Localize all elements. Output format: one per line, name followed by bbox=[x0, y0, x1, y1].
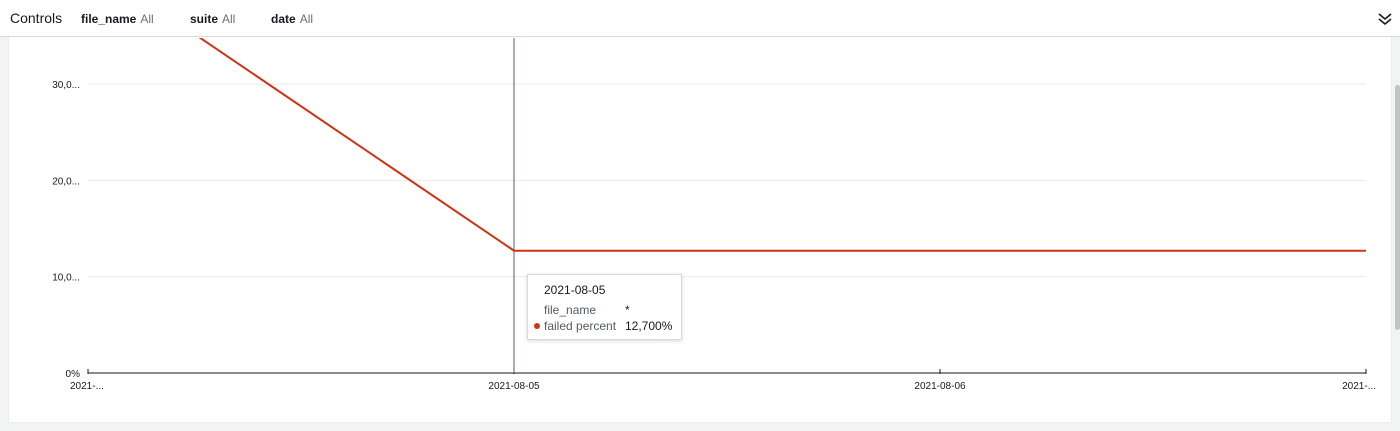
x-tick-label: 2021-08-06 bbox=[914, 381, 966, 392]
filter-file-name[interactable]: file_name All bbox=[81, 12, 154, 26]
y-tick-label: 20,0... bbox=[52, 176, 80, 187]
filter-value: All bbox=[222, 12, 236, 26]
filter-label: file_name bbox=[81, 12, 137, 26]
chart-panel bbox=[8, 37, 1392, 423]
tooltip: 2021-08-05 file_name * failed percent 12… bbox=[527, 274, 682, 340]
scrollbar[interactable] bbox=[1395, 85, 1400, 330]
y-tick-label: 10,0... bbox=[52, 273, 80, 284]
tooltip-series-value: 12,700% bbox=[625, 319, 673, 333]
tooltip-row-label: file_name bbox=[544, 303, 597, 317]
x-tick-label: 2021-... bbox=[1342, 381, 1376, 392]
filter-suite[interactable]: suite All bbox=[190, 12, 235, 26]
series-color-dot bbox=[534, 323, 540, 329]
controls-title: Controls bbox=[10, 10, 63, 26]
tooltip-series-label: failed percent bbox=[544, 319, 617, 333]
series-line bbox=[198, 38, 1366, 252]
filter-value: All bbox=[299, 12, 314, 26]
y-tick-label: 30,0... bbox=[52, 80, 80, 91]
expand-controls-button[interactable] bbox=[1376, 10, 1394, 28]
grid-layer bbox=[88, 83, 1366, 278]
double-chevron-down-icon bbox=[1378, 13, 1392, 26]
tooltip-title: 2021-08-05 bbox=[544, 283, 606, 297]
tooltip-row-value: * bbox=[625, 303, 630, 317]
y-tick-label: 0% bbox=[66, 369, 81, 380]
controls-bar: Controls file_name All suite All date All bbox=[0, 0, 1400, 37]
x-tick-label: 2021-... bbox=[70, 381, 104, 392]
filter-label: suite bbox=[190, 12, 219, 26]
filter-label: date bbox=[271, 12, 296, 26]
series-layer bbox=[198, 38, 1366, 252]
axis-layer: 0% 10,0... 20,0... 30,0... 2021-... 2021-08-0… bbox=[52, 80, 1376, 392]
x-tick-label: 2021-08-05 bbox=[488, 381, 540, 392]
filter-value: All bbox=[140, 12, 154, 26]
filter-date[interactable]: date All bbox=[271, 12, 313, 26]
